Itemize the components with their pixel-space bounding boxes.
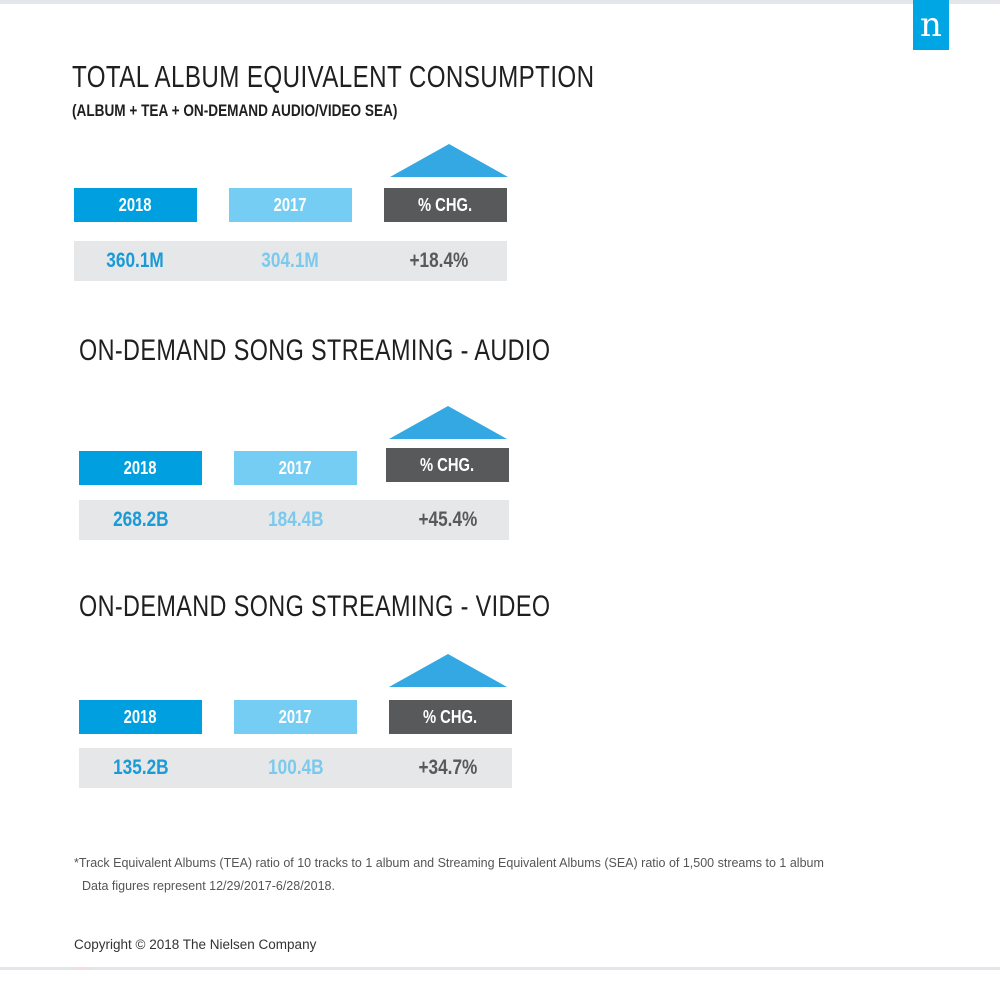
label-percent-change: % CHG.: [384, 188, 507, 222]
label-percent-change: % CHG.: [386, 448, 509, 482]
label-2017: 2017: [234, 451, 357, 485]
copyright-notice: Copyright © 2018 The Nielsen Company: [74, 937, 317, 952]
up-triangle-icon: [389, 654, 507, 687]
label-2018: 2018: [79, 451, 202, 485]
value-2018: 268.2B: [112, 508, 169, 531]
section-subtitle: (ALBUM + TEA + ON-DEMAND AUDIO/VIDEO SEA…: [72, 101, 398, 120]
value-percent-change: +18.4%: [409, 249, 468, 272]
up-triangle-icon: [389, 406, 507, 439]
value-2017: 184.4B: [267, 508, 324, 531]
label-2018: 2018: [74, 188, 197, 222]
bottom-accent: [74, 967, 92, 970]
section-title-streaming-video: ON-DEMAND SONG STREAMING - VIDEO: [79, 590, 551, 623]
value-percent-change: +45.4%: [418, 508, 477, 531]
value-2018: 360.1M: [106, 249, 165, 272]
footnote-definitions: *Track Equivalent Albums (TEA) ratio of …: [74, 856, 824, 870]
value-2017: 304.1M: [261, 249, 320, 272]
value-2017: 100.4B: [267, 756, 324, 779]
values-row: 135.2B 100.4B +34.7%: [79, 748, 512, 788]
bottom-divider: [0, 967, 1000, 970]
values-row: 268.2B 184.4B +45.4%: [79, 500, 509, 540]
top-divider: [0, 0, 1000, 4]
section-title-total-consumption: TOTAL ALBUM EQUIVALENT CONSUMPTION: [72, 59, 595, 94]
up-triangle-icon: [390, 144, 508, 177]
label-2018: 2018: [79, 700, 202, 734]
value-percent-change: +34.7%: [418, 756, 477, 779]
values-row: 360.1M 304.1M +18.4%: [74, 241, 507, 281]
label-percent-change: % CHG.: [389, 700, 512, 734]
footnote-date-range: Data figures represent 12/29/2017-6/28/2…: [82, 879, 335, 893]
value-2018: 135.2B: [112, 756, 169, 779]
label-2017: 2017: [229, 188, 352, 222]
section-title-streaming-audio: ON-DEMAND SONG STREAMING - AUDIO: [79, 334, 551, 367]
label-2017: 2017: [234, 700, 357, 734]
nielsen-logo: n: [913, 0, 949, 50]
